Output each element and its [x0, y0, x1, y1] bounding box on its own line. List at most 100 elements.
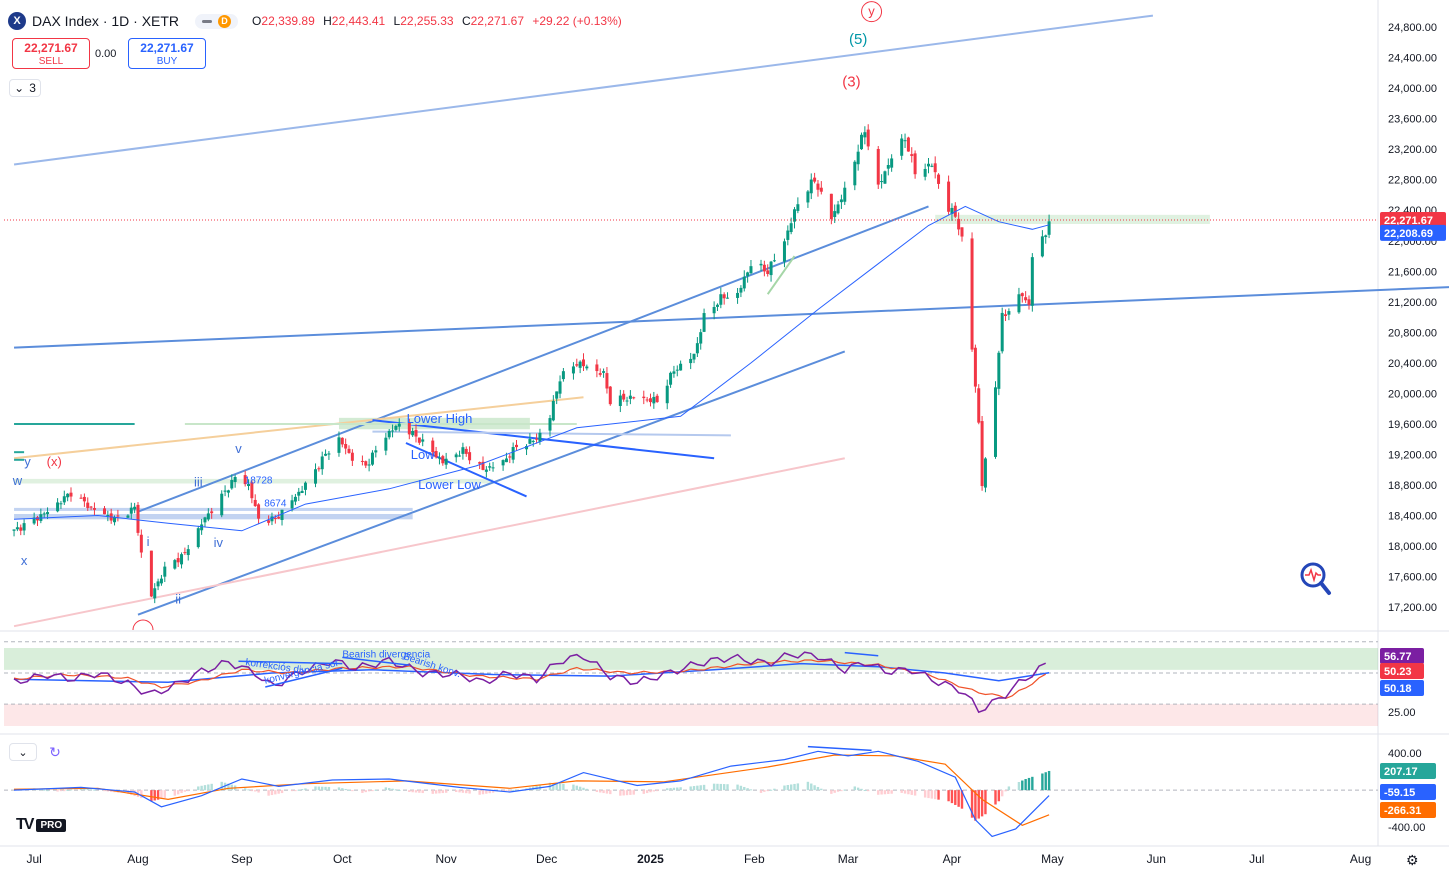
- candle: [501, 459, 505, 471]
- candle: [957, 212, 961, 236]
- candle-body: [417, 437, 421, 443]
- price-axis-tick-label: 21,600.00: [1388, 266, 1437, 278]
- macd-histogram-bar: [960, 790, 964, 809]
- candle-body: [793, 209, 797, 222]
- candle-body: [183, 552, 187, 554]
- candle-body: [789, 223, 793, 233]
- candle: [133, 502, 137, 514]
- symbol-title[interactable]: DAX Index · 1D · XETR: [32, 13, 180, 29]
- candle-body: [273, 518, 277, 520]
- chart-header: X DAX Index · 1D · XETR D O22,339.89 H22…: [8, 10, 622, 32]
- price-axis-tick-label: 18,800.00: [1388, 480, 1437, 492]
- candle: [173, 558, 177, 570]
- candle-body: [233, 477, 237, 482]
- candle: [370, 450, 374, 466]
- candle-body: [749, 266, 753, 274]
- macd-histogram-bar: [421, 790, 424, 794]
- candle-body: [645, 399, 649, 401]
- candle: [183, 547, 187, 556]
- macd-histogram-bar: [679, 787, 682, 791]
- candle: [431, 437, 435, 458]
- macd-value-label: 207.17: [1384, 766, 1418, 778]
- candle: [900, 134, 904, 160]
- magnifier-icon[interactable]: [1296, 560, 1336, 600]
- candle: [293, 493, 297, 506]
- chart-annotation: (3): [842, 74, 860, 91]
- macd-histogram-bar: [652, 790, 656, 792]
- candle: [625, 396, 629, 406]
- macd-histogram-bar: [950, 790, 954, 804]
- chart-annotation: Low: [411, 447, 435, 462]
- candle: [196, 525, 200, 549]
- candle: [203, 516, 207, 527]
- collapse-pane-button[interactable]: ⌄: [9, 743, 37, 761]
- candle: [129, 502, 133, 519]
- macd-value-badge: [1380, 784, 1436, 800]
- candle: [153, 583, 157, 604]
- candle-body: [66, 493, 70, 498]
- candle-body: [394, 425, 398, 430]
- macd-histogram-bar: [773, 788, 776, 791]
- time-axis-label: Dec: [536, 852, 557, 866]
- candle: [15, 521, 19, 532]
- candle: [602, 368, 606, 378]
- candle-body: [176, 558, 180, 563]
- candle-body: [196, 528, 200, 548]
- buy-button[interactable]: 22,271.67 BUY: [128, 38, 206, 69]
- candle-body: [1000, 312, 1004, 352]
- candle: [491, 461, 495, 472]
- chevron-down-icon: ⌄: [18, 746, 28, 759]
- macd-histogram-bar: [769, 789, 773, 791]
- candle-body: [809, 179, 813, 194]
- macd-histogram-bar: [491, 790, 495, 793]
- candle-body: [478, 462, 482, 464]
- macd-histogram-bar: [696, 785, 699, 791]
- settings-gear-icon[interactable]: ⚙: [1406, 852, 1419, 868]
- candle-body: [782, 241, 786, 262]
- macd-histogram-bar: [297, 789, 300, 791]
- macd-histogram-bar: [599, 790, 602, 793]
- candle-body: [702, 313, 706, 332]
- candle: [367, 458, 371, 472]
- macd-histogram-bar: [1031, 776, 1034, 791]
- symbol-logo-icon[interactable]: X: [8, 12, 26, 30]
- macd-histogram-bar: [605, 790, 609, 794]
- candle: [186, 544, 190, 561]
- candle: [648, 393, 652, 407]
- macd-histogram-bar: [304, 788, 307, 791]
- tradingview-logo[interactable]: TV PRO: [16, 816, 67, 834]
- candle-body: [722, 294, 726, 299]
- candle-body: [12, 529, 16, 531]
- market-status-pill[interactable]: D: [195, 13, 239, 29]
- macd-histogram-bar: [173, 790, 177, 796]
- candle-body: [464, 448, 468, 454]
- macd-histogram-bar: [783, 785, 786, 791]
- candle: [736, 288, 740, 304]
- sell-button[interactable]: 22,271.67 SELL: [12, 38, 90, 69]
- refresh-icon[interactable]: ↻: [49, 743, 61, 760]
- macd-histogram-bar: [461, 790, 465, 793]
- candle: [421, 433, 425, 447]
- macd-histogram-bar: [300, 789, 304, 791]
- candle-body: [652, 396, 656, 404]
- candle-body: [280, 509, 284, 521]
- candle: [206, 508, 210, 522]
- candle-body: [79, 497, 83, 499]
- candle: [116, 509, 120, 522]
- buy-label: BUY: [156, 56, 178, 67]
- candle-body: [210, 511, 214, 514]
- candle: [230, 474, 234, 490]
- candle-body: [672, 371, 676, 374]
- price-axis-tick-label: 19,600.00: [1388, 419, 1437, 431]
- candle-body: [980, 421, 984, 487]
- macd-histogram-bar: [465, 790, 468, 794]
- macd-histogram-bar: [270, 790, 274, 796]
- candle: [314, 463, 318, 488]
- macd-histogram-bar: [210, 783, 213, 791]
- candle-body: [913, 153, 917, 175]
- price-axis-tick-label: 17,200.00: [1388, 602, 1437, 614]
- indicators-toggle-button[interactable]: ⌄ 3: [9, 79, 41, 97]
- macd-histogram-bar: [458, 790, 461, 793]
